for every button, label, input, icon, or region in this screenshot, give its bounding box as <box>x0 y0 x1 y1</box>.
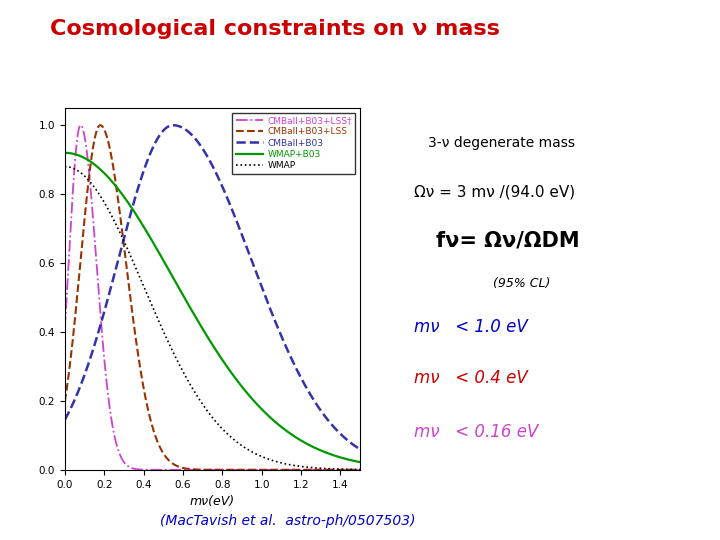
Text: mν   < 0.4 eV: mν < 0.4 eV <box>414 369 528 387</box>
WMAP <box>284 461 293 468</box>
WMAP <box>356 467 364 473</box>
WMAP <box>315 465 323 471</box>
Text: (MacTavish et al.  astro-ph/0507503): (MacTavish et al. astro-ph/0507503) <box>161 514 415 528</box>
WMAP+B03 <box>78 154 87 160</box>
CMBall+B03+LSS† <box>315 467 324 473</box>
CMBall+B03 <box>78 376 87 383</box>
CMBall+B03 <box>315 406 324 412</box>
WMAP <box>248 449 257 456</box>
Text: 3-ν degenerate mass: 3-ν degenerate mass <box>428 136 575 150</box>
CMBall+B03+LSS <box>96 122 104 129</box>
WMAP <box>240 444 248 450</box>
Line: CMBall+B03+LSS†: CMBall+B03+LSS† <box>65 125 360 470</box>
Text: mν   < 1.0 eV: mν < 1.0 eV <box>414 318 528 336</box>
CMBall+B03 <box>233 218 241 224</box>
CMBall+B03 <box>60 416 69 423</box>
WMAP+B03 <box>315 447 323 453</box>
CMBall+B03+LSS† <box>249 467 258 473</box>
CMBall+B03+LSS† <box>60 325 69 332</box>
CMBall+B03 <box>284 350 293 357</box>
X-axis label: mν(eV): mν(eV) <box>190 495 235 508</box>
WMAP <box>78 171 87 178</box>
CMBall+B03+LSS† <box>356 467 364 473</box>
WMAP <box>232 438 240 445</box>
CMBall+B03+LSS† <box>240 467 248 473</box>
CMBall+B03+LSS <box>356 467 364 473</box>
CMBall+B03 <box>356 446 364 453</box>
Text: mν   < 0.16 eV: mν < 0.16 eV <box>414 423 539 441</box>
CMBall+B03+LSS† <box>76 122 85 129</box>
CMBall+B03+LSS <box>315 467 324 473</box>
Text: Cosmological constraints on ν mass: Cosmological constraints on ν mass <box>50 19 500 39</box>
Line: WMAP: WMAP <box>65 166 360 470</box>
CMBall+B03+LSS <box>240 467 248 473</box>
CMBall+B03+LSS <box>78 233 87 239</box>
CMBall+B03 <box>240 238 248 245</box>
CMBall+B03 <box>249 261 258 268</box>
CMBall+B03+LSS <box>249 467 258 473</box>
WMAP+B03 <box>248 396 257 403</box>
CMBall+B03+LSS <box>60 399 69 405</box>
WMAP <box>60 163 69 170</box>
WMAP+B03 <box>60 150 69 156</box>
Line: WMAP+B03: WMAP+B03 <box>65 153 360 462</box>
Line: CMBall+B03+LSS: CMBall+B03+LSS <box>65 125 360 470</box>
Text: (95% CL): (95% CL) <box>493 277 551 290</box>
CMBall+B03+LSS <box>284 467 293 473</box>
CMBall+B03+LSS† <box>233 467 241 473</box>
Legend: CMBall+B03+LSS†, CMBall+B03+LSS, CMBall+B03, WMAP+B03, WMAP: CMBall+B03+LSS†, CMBall+B03+LSS, CMBall+… <box>232 112 356 174</box>
Text: fν= Ων/ΩDM: fν= Ων/ΩDM <box>436 230 579 251</box>
Line: CMBall+B03: CMBall+B03 <box>65 125 360 449</box>
Text: Ων = 3 mν /(94.0 eV): Ων = 3 mν /(94.0 eV) <box>414 184 575 199</box>
WMAP+B03 <box>240 386 248 393</box>
WMAP+B03 <box>284 429 293 436</box>
CMBall+B03+LSS† <box>79 127 88 133</box>
CMBall+B03 <box>168 122 177 129</box>
WMAP+B03 <box>356 459 364 465</box>
CMBall+B03+LSS† <box>284 467 293 473</box>
CMBall+B03+LSS <box>233 467 241 473</box>
WMAP+B03 <box>232 376 240 383</box>
